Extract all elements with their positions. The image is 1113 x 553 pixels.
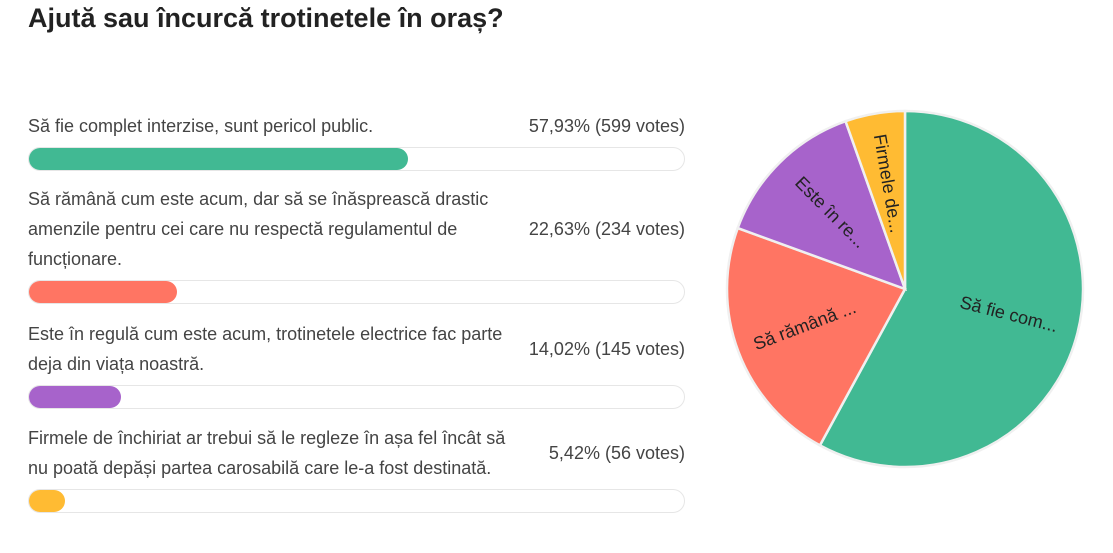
- option-result: 22,63% (234 votes): [528, 218, 685, 239]
- pie-slice: [818, 109, 1085, 469]
- poll-option-2: Să rămână cum este acum, dar să se înăsp…: [28, 184, 685, 304]
- option-label: Să rămână cum este acum, dar să se înăsp…: [28, 189, 489, 269]
- result-bar: [28, 489, 685, 513]
- pie-chart: Să fie com...Să rămână ...Este în re... F…: [725, 109, 1085, 469]
- poll-option-4: Firmele de închiriat ar trebui să le reg…: [28, 423, 685, 513]
- poll-title: Ajută sau încurcă trotinetele în oraș?: [28, 3, 504, 33]
- result-bar-fill: [29, 490, 65, 512]
- result-bar: [28, 385, 685, 409]
- result-bar-fill: [29, 281, 178, 303]
- option-result: 57,93% (599 votes): [528, 115, 685, 136]
- pie-slice: [736, 119, 908, 292]
- option-label: Să fie complet interzise, sunt pericol p…: [28, 116, 374, 136]
- pie-slice: [725, 226, 907, 448]
- option-result: 14,02% (145 votes): [528, 338, 685, 359]
- result-bar-fill: [29, 148, 409, 170]
- option-label: Este în regulă cum este acum, trotinetel…: [28, 324, 503, 374]
- result-bar: [28, 280, 685, 304]
- pie-slice: [843, 109, 907, 290]
- option-label: Firmele de închiriat ar trebui să le reg…: [28, 428, 506, 478]
- result-bar: [28, 147, 685, 171]
- result-bar-fill: [29, 386, 121, 408]
- option-result: 5,42% (56 votes): [548, 442, 685, 463]
- poll-option-3: Este în regulă cum este acum, trotinetel…: [28, 319, 685, 409]
- poll-option-1: Să fie complet interzise, sunt pericol p…: [28, 111, 685, 171]
